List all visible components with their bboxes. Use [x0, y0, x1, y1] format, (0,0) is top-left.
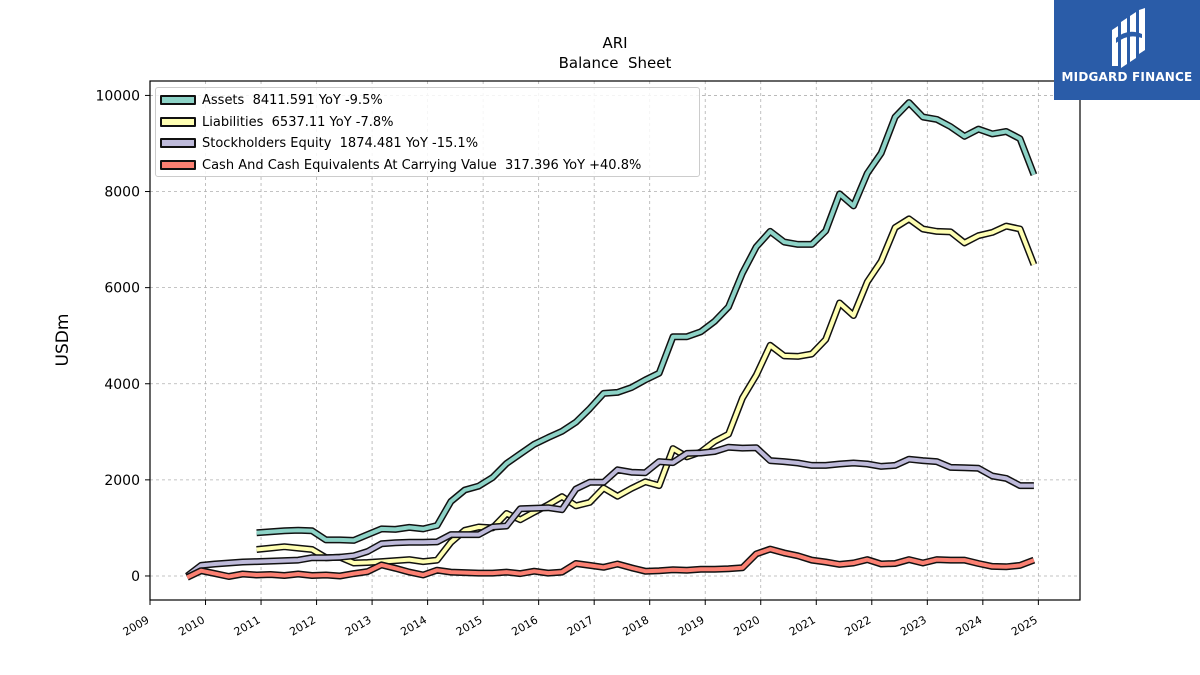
legend-item-liabilities: Liabilities 6537.11 YoY -7.8%	[160, 113, 394, 131]
legend-swatch-liabilities	[160, 117, 196, 127]
series-lines	[185, 99, 1038, 581]
x-axis-ticks: 2009 2010 2011 2012 2013 2014 2015 2016 2017 2018…	[121, 600, 1040, 639]
series-line-cash	[186, 547, 1035, 580]
legend-item-cash: Cash And Cash Equivalents At Carrying Va…	[160, 156, 641, 174]
x-tick-label: 2012	[287, 613, 318, 638]
legend-label-equity: Stockholders Equity 1874.481 YoY -15.1%	[202, 135, 479, 151]
y-tick-label: 6000	[104, 281, 140, 297]
chart-title: ARI	[602, 34, 627, 52]
brand-name: MIDGARD FINANCE	[1061, 70, 1193, 84]
series-line-assets	[256, 100, 1036, 543]
brand-logo: MIDGARD FINANCE	[1054, 0, 1200, 100]
legend-label-cash: Cash And Cash Equivalents At Carrying Va…	[202, 157, 642, 173]
x-tick-label: 2022	[843, 613, 874, 638]
legend-label-liabilities: Liabilities 6537.11 YoY -7.8%	[202, 114, 394, 130]
brand-mark-icon	[1112, 8, 1145, 68]
y-tick-label: 4000	[104, 377, 140, 393]
x-tick-label: 2017	[565, 613, 596, 638]
legend-item-equity: Stockholders Equity 1874.481 YoY -15.1%	[160, 134, 478, 152]
plot-frame	[149, 80, 1081, 601]
x-tick-label: 2016	[509, 613, 540, 638]
legend-swatch-cash	[160, 160, 196, 170]
x-tick-label: 2010	[176, 613, 207, 638]
x-tick-label: 2018	[620, 613, 651, 638]
legend-item-assets: Assets 8411.591 YoY -9.5%	[160, 91, 383, 109]
x-tick-label: 2023	[898, 613, 929, 638]
x-tick-label: 2021	[787, 613, 818, 638]
x-tick-label: 2020	[731, 613, 762, 638]
y-tick-label: 10000	[95, 88, 140, 104]
x-tick-label: 2011	[232, 613, 263, 638]
series-line-liabilities	[256, 216, 1036, 565]
x-tick-label: 2024	[954, 613, 985, 638]
y-tick-label: 2000	[104, 473, 140, 489]
y-tick-label: 8000	[104, 185, 140, 201]
x-tick-label: 2015	[454, 613, 485, 638]
x-tick-label: 2025	[1009, 613, 1040, 638]
legend-label-assets: Assets 8411.591 YoY -9.5%	[202, 92, 383, 108]
series-line-stockholders-equity	[185, 445, 1034, 578]
y-tick-label: 0	[131, 569, 140, 585]
y-axis-label: USDm	[53, 314, 73, 367]
x-tick-label: 2013	[343, 613, 374, 638]
y-axis-ticks: 0 2000 4000 6000 8000 10000	[95, 88, 150, 585]
x-tick-label: 2019	[676, 613, 707, 638]
series-outline-liabilities	[256, 215, 1038, 567]
x-tick-label: 2009	[121, 613, 152, 638]
x-tick-label: 2014	[398, 613, 429, 638]
legend: Assets 8411.591 YoY -9.5% Liabilities 65…	[155, 87, 700, 177]
chart-subtitle: Balance Sheet	[559, 54, 672, 72]
legend-swatch-assets	[160, 95, 196, 105]
legend-swatch-equity	[160, 138, 196, 148]
